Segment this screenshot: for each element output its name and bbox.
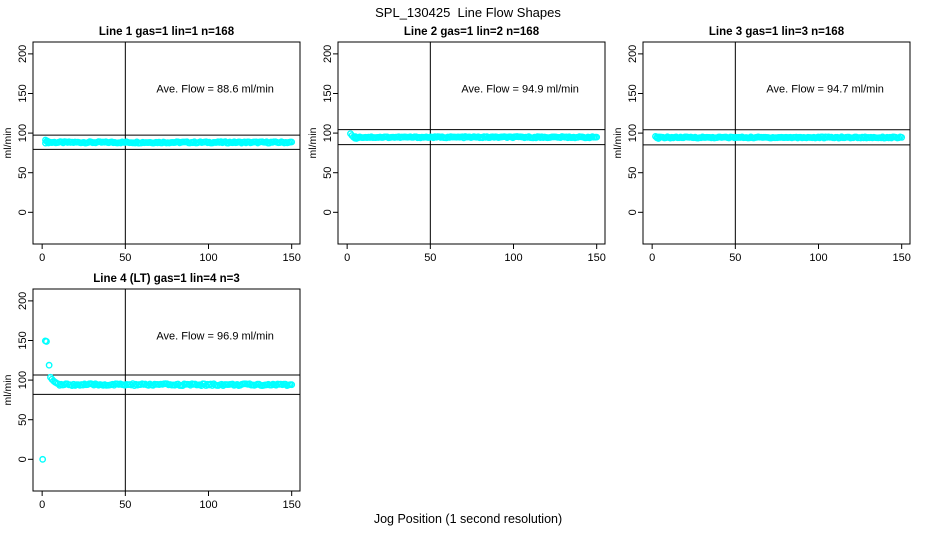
x-tick-label: 100 [504,252,522,264]
data-points [652,133,906,142]
outlier-point [39,455,47,463]
x-tick-label: 100 [809,252,827,264]
outlier-point [43,338,50,345]
y-tick-label: 100 [17,124,29,142]
x-tick-label: 0 [39,252,45,264]
x-tick-label: 50 [119,499,131,511]
panel-title: Line 3 gas=1 lin=3 n=168 [709,26,845,38]
panel-line-4: Line 4 (LT) gas=1 lin=4 n=3 0 50 100 150 0 50 1… [2,273,301,511]
x-tick-label: 150 [283,499,301,511]
data-point [898,134,906,141]
panel-line-1: Line 1 gas=1 lin=1 n=168 0 50 100 150 0 50 100 1… [2,26,301,264]
avg-flow-annotation: Ave. Flow = 96.9 ml/min [156,331,273,343]
y-tick-label: 0 [17,456,29,462]
y-tick-label: 150 [322,84,334,102]
data-point [593,133,601,141]
x-tick-label: 0 [39,499,45,511]
y-tick-label: 100 [322,124,334,142]
plot-box [32,288,301,492]
y-tick-label: 100 [627,124,639,142]
y-tick-label: 50 [17,167,29,179]
y-tick-label: 150 [17,84,29,102]
y-axis-label: ml/min [2,127,14,158]
x-tick-label: 50 [424,252,436,264]
data-point [144,381,152,389]
panel-title: Line 4 (LT) gas=1 lin=4 n=3 [93,273,239,285]
y-tick-label: 100 [17,371,29,389]
y-axis-label: ml/min [612,127,624,158]
y-tick-label: 150 [17,331,29,349]
x-tick-label: 50 [729,252,741,264]
plot-box [32,41,301,245]
y-tick-label: 200 [322,45,334,63]
data-point [229,380,236,388]
data-point [218,380,225,388]
x-tick-label: 0 [344,252,350,264]
x-tick-label: 50 [119,252,131,264]
avg-flow-annotation: Ave. Flow = 94.9 ml/min [461,84,578,96]
data-point [288,381,296,389]
panel-line-2: Line 2 gas=1 lin=2 n=168 0 50 100 150 0 50 100 1… [307,26,606,264]
y-axis-label: ml/min [307,127,319,158]
y-tick-label: 0 [627,209,639,215]
x-tick-label: 100 [199,252,217,264]
x-tick-label: 150 [588,252,606,264]
outlier-point [45,361,53,369]
plot-box [337,41,606,245]
x-tick-label: 100 [199,499,217,511]
avg-flow-annotation: Ave. Flow = 88.6 ml/min [156,84,273,96]
figure-title: SPL_130425 Line Flow Shapes [375,5,561,20]
y-tick-label: 200 [627,45,639,63]
plot-box [642,41,911,245]
panel-line-3: Line 3 gas=1 lin=3 n=168 0 50 100 150 0 50 100 1… [612,26,911,264]
y-tick-label: 200 [17,292,29,310]
avg-flow-annotation: Ave. Flow = 94.7 ml/min [766,84,883,96]
x-tick-label: 150 [283,252,301,264]
data-point [90,381,98,389]
y-axis-label: ml/min [2,374,14,405]
data-points [42,136,296,147]
y-tick-label: 50 [322,167,334,179]
y-tick-label: 200 [17,45,29,63]
y-tick-label: 50 [627,167,639,179]
data-points [39,337,296,463]
panel-title: Line 2 gas=1 lin=2 n=168 [404,26,540,38]
panel-title: Line 1 gas=1 lin=1 n=168 [99,26,235,38]
x-tick-label: 150 [893,252,911,264]
y-tick-label: 150 [627,84,639,102]
x-axis-label: Jog Position (1 second resolution) [373,512,563,526]
data-point [208,382,216,389]
data-point [288,138,296,146]
y-tick-label: 0 [17,209,29,215]
x-tick-label: 0 [649,252,655,264]
data-points [347,130,601,142]
y-tick-label: 50 [17,414,29,426]
y-tick-label: 0 [322,209,334,215]
